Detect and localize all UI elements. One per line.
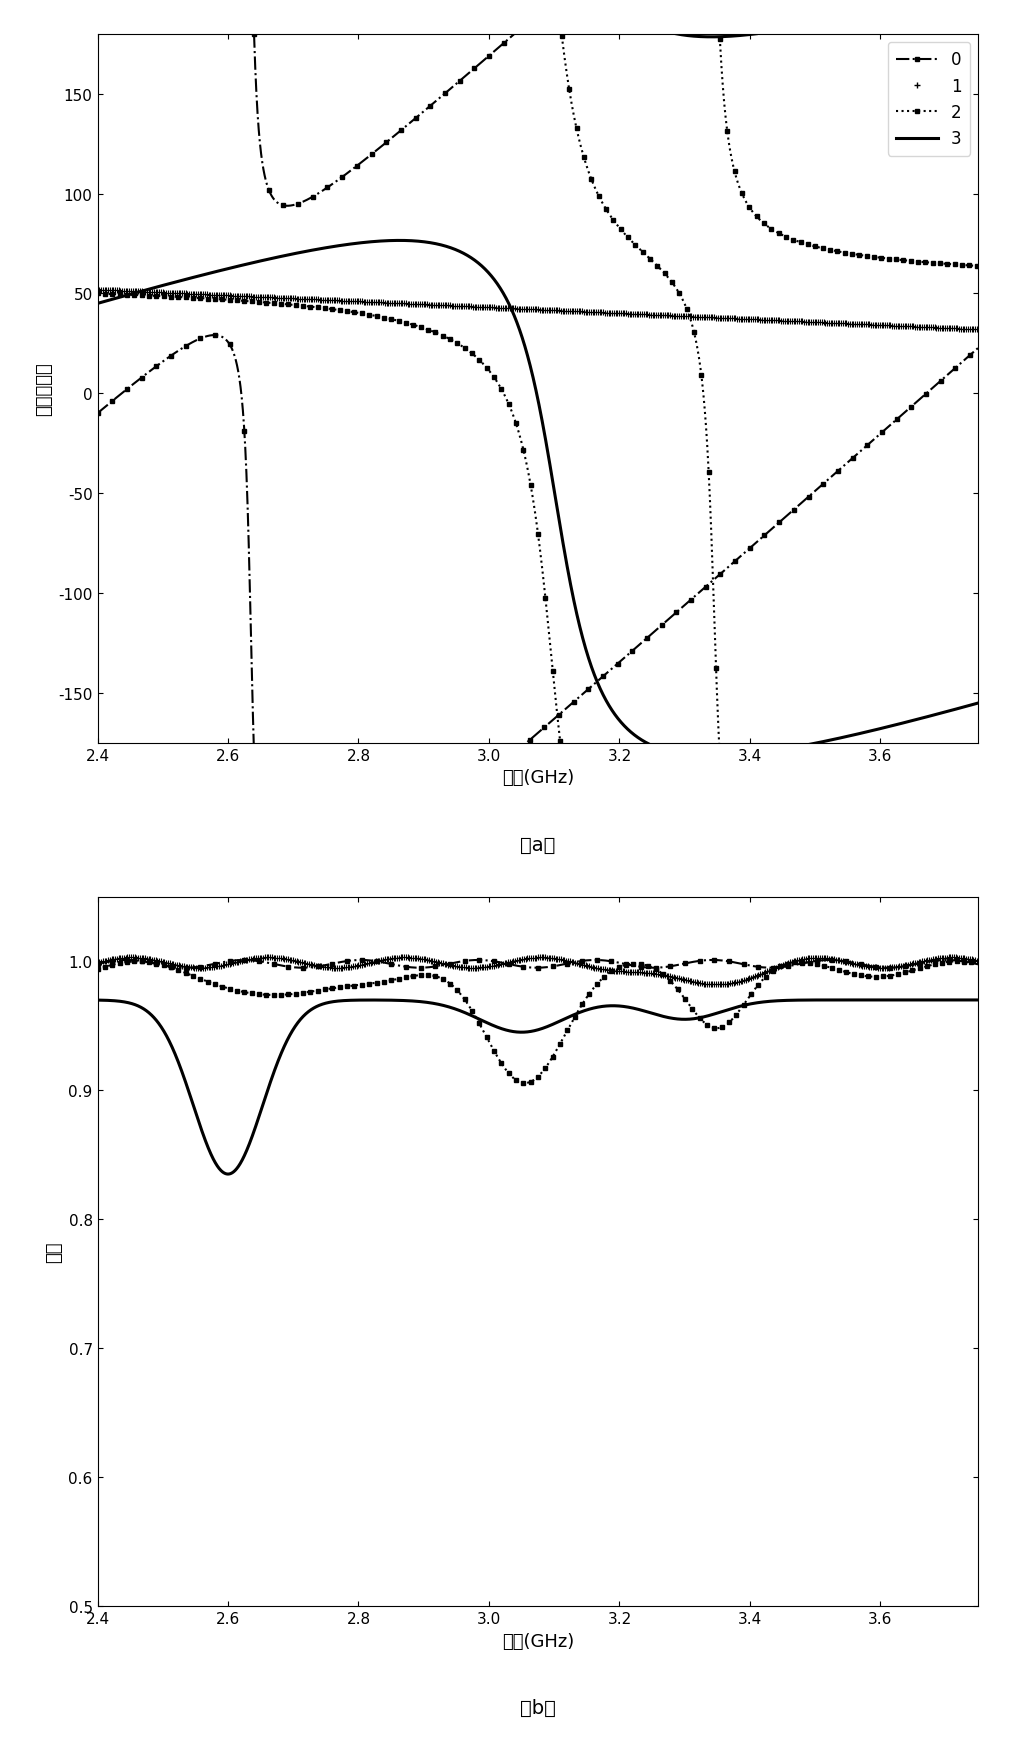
0 bbox=[106, 391, 119, 412]
0 bbox=[430, 956, 442, 977]
3 bbox=[175, 271, 187, 292]
2 bbox=[398, 313, 410, 334]
1 bbox=[244, 287, 256, 308]
1 bbox=[430, 951, 442, 972]
2 bbox=[91, 283, 103, 304]
2 bbox=[377, 308, 389, 329]
1 bbox=[467, 958, 479, 979]
3 bbox=[393, 231, 405, 252]
0 bbox=[91, 955, 103, 976]
3 bbox=[158, 275, 170, 296]
0 bbox=[209, 325, 221, 346]
2 bbox=[525, 476, 537, 497]
0 bbox=[472, 949, 484, 970]
3 bbox=[955, 989, 967, 1010]
0 bbox=[203, 325, 215, 346]
3 bbox=[860, 989, 872, 1010]
1 bbox=[972, 320, 985, 341]
0 bbox=[467, 949, 479, 970]
Y-axis label: 幅度: 幅度 bbox=[45, 1242, 63, 1263]
2 bbox=[244, 983, 256, 1003]
0 bbox=[216, 327, 228, 348]
0 bbox=[955, 951, 967, 972]
3 bbox=[216, 261, 228, 282]
2 bbox=[555, 743, 567, 763]
Y-axis label: 相位（度）: 相位（度） bbox=[34, 362, 53, 416]
2 bbox=[955, 951, 967, 972]
1 bbox=[972, 951, 985, 972]
0 bbox=[861, 955, 873, 976]
3 bbox=[244, 1130, 256, 1151]
Line: 3: 3 bbox=[97, 1000, 979, 1174]
Line: 2: 2 bbox=[95, 292, 564, 756]
2 bbox=[467, 1003, 479, 1024]
1 bbox=[945, 948, 957, 969]
Text: （a）: （a） bbox=[521, 836, 555, 856]
2 bbox=[191, 969, 204, 989]
2 bbox=[519, 1073, 531, 1094]
3 bbox=[191, 1109, 204, 1130]
2 bbox=[972, 953, 985, 974]
Line: 2: 2 bbox=[95, 960, 981, 1085]
1 bbox=[955, 948, 967, 969]
X-axis label: 频率(GHz): 频率(GHz) bbox=[501, 1631, 574, 1650]
0 bbox=[191, 956, 204, 977]
1 bbox=[467, 297, 479, 318]
0 bbox=[244, 949, 256, 970]
3 bbox=[302, 242, 314, 263]
1 bbox=[191, 285, 204, 306]
2 bbox=[430, 967, 442, 988]
1 bbox=[860, 956, 872, 977]
2 bbox=[488, 369, 500, 390]
Line: 0: 0 bbox=[95, 334, 256, 748]
1 bbox=[711, 974, 723, 995]
1 bbox=[955, 318, 967, 339]
0 bbox=[169, 343, 181, 363]
Legend: 0, 1, 2, 3: 0, 1, 2, 3 bbox=[887, 43, 969, 157]
Line: 1: 1 bbox=[95, 955, 981, 988]
3 bbox=[511, 311, 523, 332]
1 bbox=[191, 958, 204, 979]
Line: 1: 1 bbox=[95, 287, 981, 334]
2 bbox=[952, 951, 964, 972]
3 bbox=[91, 294, 103, 315]
0 bbox=[765, 958, 777, 979]
1 bbox=[430, 296, 442, 316]
3 bbox=[91, 989, 103, 1010]
Line: 0: 0 bbox=[95, 958, 981, 970]
3 bbox=[670, 743, 682, 763]
2 bbox=[860, 967, 872, 988]
0 bbox=[205, 325, 217, 346]
Text: （b）: （b） bbox=[520, 1699, 556, 1718]
Line: 3: 3 bbox=[97, 242, 676, 753]
0 bbox=[972, 955, 985, 976]
3 bbox=[480, 261, 492, 282]
1 bbox=[91, 953, 103, 974]
3 bbox=[972, 989, 985, 1010]
X-axis label: 频率(GHz): 频率(GHz) bbox=[501, 769, 574, 788]
2 bbox=[307, 297, 319, 318]
2 bbox=[91, 958, 103, 979]
1 bbox=[91, 280, 103, 301]
1 bbox=[244, 949, 256, 970]
2 bbox=[386, 310, 398, 330]
3 bbox=[468, 1007, 480, 1028]
0 bbox=[91, 403, 103, 424]
0 bbox=[247, 734, 259, 755]
3 bbox=[430, 993, 442, 1014]
0 bbox=[143, 362, 155, 383]
1 bbox=[860, 315, 872, 336]
3 bbox=[222, 1163, 234, 1184]
